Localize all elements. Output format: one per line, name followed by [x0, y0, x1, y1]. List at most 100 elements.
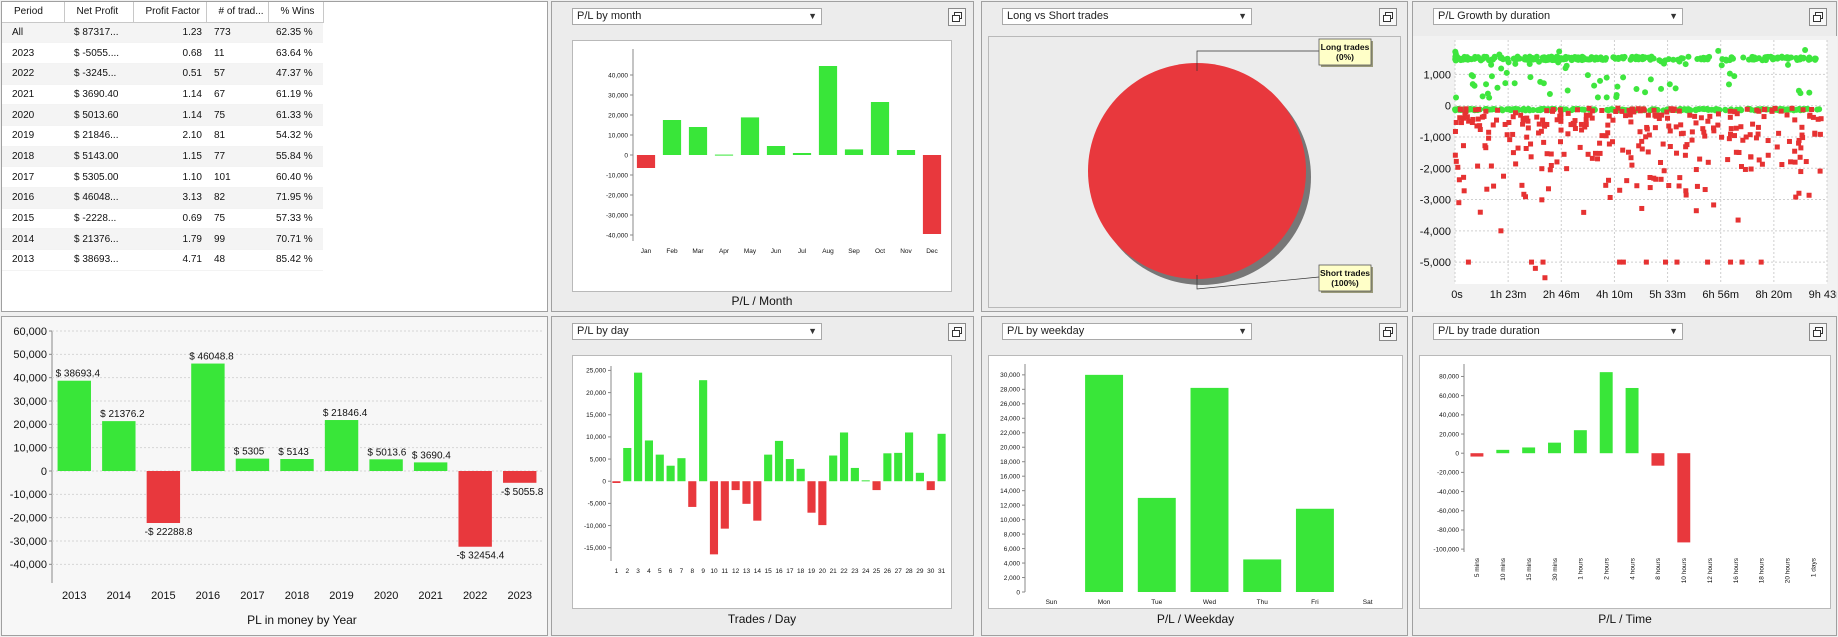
- x-tick-label: 2015: [151, 590, 175, 602]
- data-label: $ 5143: [278, 447, 309, 458]
- scatter-point-win: [1502, 80, 1509, 87]
- pie-label: (100%): [1331, 278, 1359, 288]
- bar: [709, 481, 719, 555]
- y-tick-label: -1,000: [1420, 132, 1451, 144]
- chart-type-dropdown[interactable]: P/L by weekday ▼: [1002, 323, 1252, 340]
- scatter-point-win: [1512, 60, 1519, 67]
- table-row[interactable]: 2018 $ 5143.00 1.15 77 55.84 %: [2, 146, 323, 168]
- scatter-point-loss: [1736, 149, 1742, 155]
- table-row[interactable]: 2013 $ 38693... 4.71 48 85.42 %: [2, 249, 323, 271]
- y-tick-label: 20,000: [13, 419, 47, 431]
- scatter-point-win: [1610, 54, 1617, 61]
- x-tick-label: Jan: [641, 248, 652, 255]
- maximize-icon[interactable]: [1379, 8, 1397, 26]
- scatter-point-win: [1453, 94, 1460, 101]
- cell-profit-factor: 1.15: [133, 146, 206, 168]
- scatter-point-loss: [1524, 134, 1530, 140]
- x-tick-label: 5: [658, 568, 662, 575]
- scatter-point-loss: [1733, 125, 1739, 131]
- cell-profit-factor: 2.10: [133, 125, 206, 147]
- scatter-point-loss: [1815, 116, 1821, 122]
- column-header-profit-factor[interactable]: Profit Factor: [133, 2, 207, 23]
- column-header-wins[interactable]: % Wins: [268, 2, 324, 23]
- scatter-point-loss: [1817, 168, 1823, 174]
- scatter-point-loss: [1617, 187, 1623, 193]
- x-tick-label: 2021: [418, 590, 442, 602]
- cell-net-profit: $ 87317...: [64, 22, 133, 44]
- scatter-point-win: [1483, 53, 1490, 60]
- scatter-point-loss: [1494, 117, 1500, 123]
- table-row[interactable]: 2016 $ 46048... 3.13 82 71.95 %: [2, 187, 323, 209]
- column-header-period[interactable]: Period: [2, 2, 65, 23]
- table-row[interactable]: 2021 $ 3690.40 1.14 67 61.19 %: [2, 84, 323, 106]
- chart-type-dropdown[interactable]: P/L Growth by duration ▼: [1433, 8, 1683, 25]
- scatter-point-win: [1713, 106, 1720, 113]
- y-tick-label: -4,000: [1420, 226, 1451, 238]
- chart-type-dropdown[interactable]: P/L by month ▼: [572, 8, 822, 25]
- data-label: $ 21376.2: [100, 409, 145, 420]
- scatter-point-win: [1684, 106, 1691, 113]
- long-vs-short-pie: Long trades(0%) Short trades(100%): [1088, 38, 1373, 293]
- table-row[interactable]: 2023 $ -5055.... 0.68 11 63.64 %: [2, 42, 323, 64]
- scatter-point-loss: [1640, 106, 1646, 112]
- scatter-point-loss: [1513, 161, 1519, 167]
- scatter-point-loss: [1662, 259, 1668, 265]
- scatter-point-loss: [1629, 162, 1635, 168]
- scatter-point-loss: [1536, 130, 1542, 136]
- bar: [818, 481, 827, 526]
- scatter-point-loss: [1470, 116, 1476, 122]
- maximize-icon[interactable]: [948, 323, 966, 341]
- pie-label: Long trades: [1321, 42, 1370, 52]
- bar: [870, 102, 890, 155]
- table-row[interactable]: 2017 $ 5305.00 1.10 101 60.40 %: [2, 166, 323, 188]
- y-tick-label: 0: [41, 466, 47, 478]
- table-row[interactable]: 2019 $ 21846... 2.10 81 54.32 %: [2, 125, 323, 147]
- chart-type-dropdown[interactable]: P/L by day ▼: [572, 323, 822, 340]
- y-tick-label: 2,000: [1004, 575, 1021, 582]
- scatter-point-loss: [1674, 150, 1680, 156]
- scatter-point-loss: [1728, 259, 1734, 265]
- cell-net-profit: $ 5013.60: [64, 104, 133, 126]
- x-tick-label: 0s: [1451, 289, 1463, 301]
- scatter-point-win: [1783, 106, 1790, 113]
- y-tick-label: 30,000: [1000, 372, 1020, 379]
- scatter-point-loss: [1540, 117, 1546, 123]
- chart-type-dropdown[interactable]: P/L by trade duration ▼: [1433, 323, 1683, 340]
- bar: [636, 155, 656, 168]
- scatter-point-win: [1523, 56, 1530, 63]
- dropdown-value: P/L Growth by duration: [1438, 10, 1551, 22]
- table-row[interactable]: 2022 $ -3245... 0.51 57 47.37 %: [2, 63, 323, 85]
- scatter-point-win: [1672, 85, 1679, 92]
- table-row[interactable]: 2020 $ 5013.60 1.14 75 61.33 %: [2, 104, 323, 126]
- scatter-point-loss: [1769, 108, 1775, 114]
- pie-slice: [1088, 63, 1306, 279]
- scatter-point-loss: [1647, 185, 1653, 191]
- table-row[interactable]: 2014 $ 21376... 1.79 99 70.71 %: [2, 228, 323, 251]
- y-tick-label: 18,000: [1000, 459, 1020, 466]
- maximize-icon[interactable]: [948, 8, 966, 26]
- maximize-icon[interactable]: [1809, 8, 1827, 26]
- table-row[interactable]: All $ 87317... 1.23 773 62.35 %: [2, 22, 323, 44]
- scatter-point-loss: [1541, 121, 1547, 127]
- table-row[interactable]: 2015 $ -2228... 0.69 75 57.33 %: [2, 208, 323, 230]
- x-tick-label: Fri: [1311, 599, 1319, 606]
- scatter-point-loss: [1595, 156, 1601, 162]
- scatter-point-loss: [1803, 159, 1809, 165]
- x-tick-label: Mon: [1098, 599, 1111, 606]
- data-label: $ 3690.4: [412, 450, 451, 461]
- scatter-point-win: [1563, 62, 1570, 69]
- x-tick-label: 17: [786, 568, 794, 575]
- chart-type-dropdown[interactable]: Long vs Short trades ▼: [1002, 8, 1252, 25]
- y-tick-label: 60,000: [1439, 393, 1459, 400]
- column-header-net-profit[interactable]: Net Profit: [64, 2, 134, 23]
- scatter-point-loss: [1779, 162, 1785, 168]
- maximize-icon[interactable]: [1379, 323, 1397, 341]
- scatter-point-loss: [1639, 138, 1645, 144]
- x-tick-label: Nov: [900, 248, 912, 255]
- y-tick-label: 6,000: [1004, 546, 1021, 553]
- cell-profit-factor: 1.79: [133, 228, 206, 251]
- column-header-trades[interactable]: # of trad...: [206, 2, 269, 23]
- scatter-point-win: [1788, 54, 1795, 61]
- scatter-point-loss: [1605, 122, 1611, 128]
- maximize-icon[interactable]: [1809, 323, 1827, 341]
